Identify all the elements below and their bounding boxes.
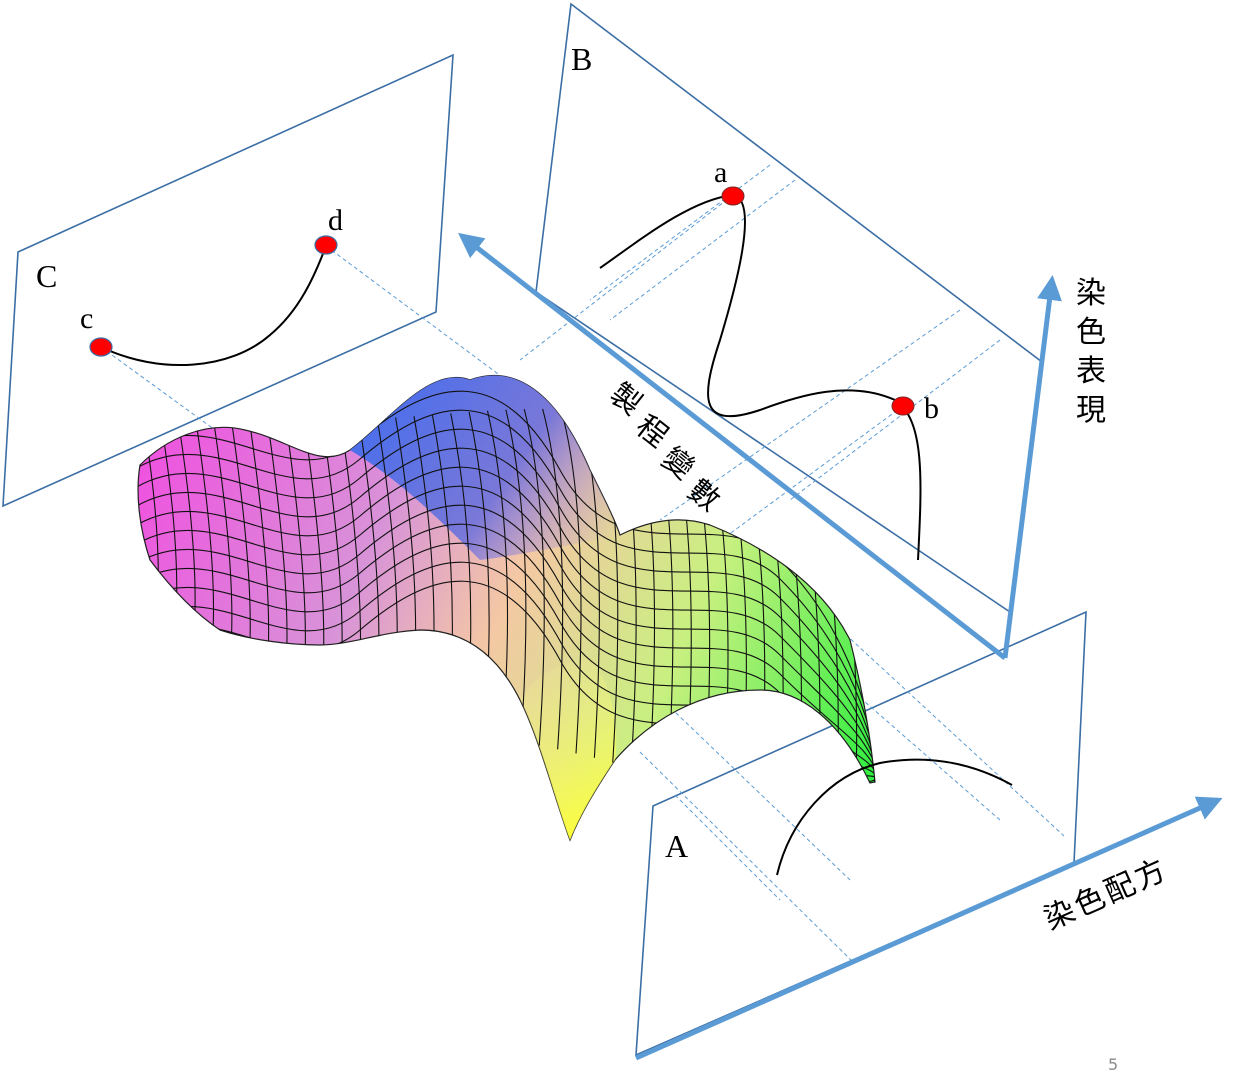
mesh-line: [138, 409, 876, 781]
plane-label-c: C: [36, 258, 57, 294]
mesh-line: [542, 408, 564, 750]
curve-c-d: [100, 245, 327, 367]
mesh-line: [138, 466, 876, 781]
point-b: [891, 396, 915, 416]
dye-performance-char: 色: [1076, 315, 1106, 350]
process-variables-char: 程: [629, 409, 674, 455]
point-c: [89, 337, 113, 357]
mesh-line: [138, 390, 876, 781]
page-number: 5: [1108, 1055, 1118, 1074]
label-dye-performance: 染 色 表 現: [1076, 276, 1106, 428]
dye-performance-char: 表: [1076, 354, 1106, 389]
mesh-line: [138, 504, 876, 781]
dye-performance-char: 現: [1076, 393, 1106, 428]
process-variables-char: 製: [603, 377, 648, 423]
dye-performance-axis: [1002, 275, 1062, 659]
plane-c: [2, 53, 454, 508]
dye-formula-axis: [634, 796, 1223, 1061]
point-label-c: c: [80, 302, 93, 335]
dye-performance-char: 染: [1076, 276, 1106, 311]
curve-a-plane: [776, 758, 1013, 876]
process-variables-char: 數: [681, 473, 726, 519]
point-label-d: d: [328, 204, 343, 237]
point-a: [721, 186, 745, 206]
point-label-a: a: [714, 156, 727, 189]
mesh-line: [523, 408, 545, 746]
surface-yellow-region: [520, 660, 617, 840]
mesh-line: [138, 485, 876, 781]
mesh-line: [505, 409, 527, 743]
point-label-b: b: [924, 392, 939, 425]
mesh-line: [138, 447, 876, 781]
mesh-line: [560, 408, 582, 754]
process-variables-char: 變: [655, 441, 700, 487]
plane-label-b: B: [571, 41, 592, 77]
process-variables-axis: [458, 232, 1007, 660]
plane-label-a: A: [665, 828, 688, 864]
mesh-line: [138, 428, 876, 781]
point-d: [314, 235, 338, 255]
